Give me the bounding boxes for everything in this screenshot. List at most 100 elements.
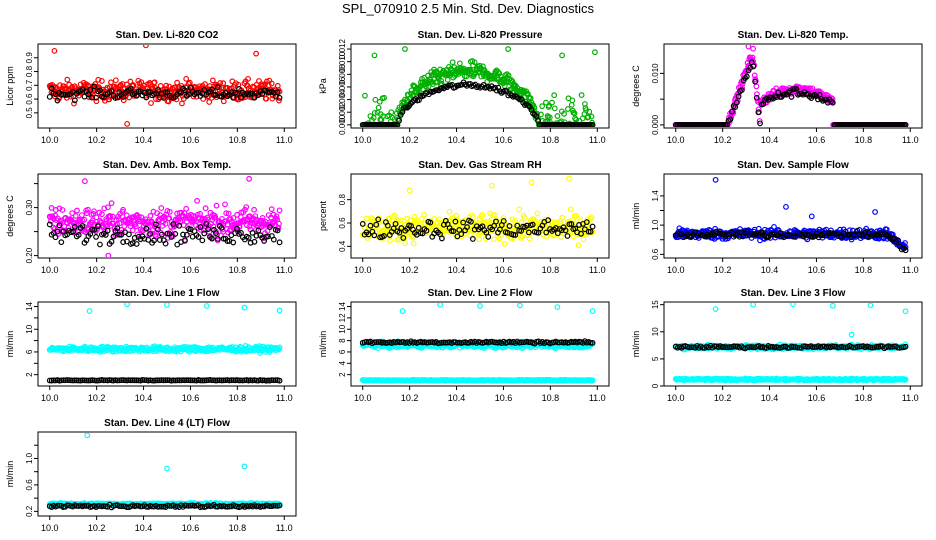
data-point	[209, 86, 215, 93]
data-point	[712, 176, 719, 183]
y-tick-label: 4	[338, 361, 347, 366]
data-point	[97, 87, 103, 94]
data-point	[220, 377, 227, 384]
data-point	[246, 175, 252, 182]
y-tick-label: 6	[338, 349, 347, 354]
data-point	[747, 64, 754, 71]
data-point	[554, 339, 561, 346]
data-point	[163, 82, 170, 89]
data-point	[108, 79, 114, 86]
data-point	[398, 217, 404, 224]
data-point	[505, 46, 512, 52]
chart-panel-3: Stan. Dev. Li-820 Temp.10.0 10.2 10.4 10.6 1…	[631, 30, 923, 145]
chart-title: Stan. Dev. Line 3 Flow	[741, 288, 846, 299]
data-point	[526, 235, 533, 242]
data-point	[59, 207, 66, 213]
data-point	[206, 99, 213, 105]
chart-title: Stan. Dev. Li-820 Pressure	[418, 30, 543, 41]
data-point	[116, 231, 123, 238]
data-point	[210, 223, 217, 230]
y-tick-label: 0.20	[25, 247, 34, 263]
data-point	[79, 223, 86, 229]
data-point	[160, 94, 167, 101]
data-point	[174, 377, 181, 384]
chart-title: Stan. Dev. Line 2 Flow	[428, 288, 533, 299]
x-tick-label: 10.2	[401, 265, 419, 275]
chart-title: Stan. Dev. Line 1 Flow	[115, 288, 220, 299]
data-point	[52, 234, 59, 241]
y-tick-label: 0.000	[338, 114, 347, 135]
data-point	[83, 377, 90, 384]
data-point	[97, 241, 103, 248]
data-point	[114, 225, 121, 232]
data-point	[460, 219, 467, 226]
data-point	[202, 205, 209, 212]
data-point	[729, 108, 735, 115]
data-point	[259, 215, 266, 221]
x-tick-label: 10.4	[135, 265, 153, 275]
x-tick-label: 10.0	[667, 393, 685, 403]
data-point	[452, 218, 459, 225]
data-point	[189, 377, 196, 384]
data-point	[589, 223, 596, 230]
data-point	[143, 94, 150, 101]
data-point	[573, 212, 580, 219]
data-point	[87, 86, 94, 93]
data-point	[500, 218, 507, 224]
data-point	[586, 108, 593, 115]
data-point	[74, 207, 80, 214]
data-point	[442, 339, 449, 346]
data-point	[456, 60, 463, 67]
data-point	[559, 52, 565, 59]
data-point	[75, 232, 82, 238]
x-tick-label: 10.8	[542, 135, 560, 145]
data-point	[203, 303, 210, 309]
data-point	[46, 377, 53, 384]
data-point	[375, 339, 382, 345]
x-tick-label: 10.8	[542, 265, 560, 275]
y-tick-label: 0.002	[338, 102, 347, 123]
data-point	[54, 97, 61, 104]
data-point	[108, 238, 115, 245]
data-point	[444, 76, 451, 83]
y-tick-label: 0.6	[338, 217, 347, 229]
points-group	[359, 46, 598, 127]
data-point	[578, 230, 584, 237]
y-tick-label: 0.004	[338, 89, 347, 110]
data-point	[249, 229, 256, 236]
data-point	[551, 105, 558, 112]
data-point	[267, 224, 273, 231]
data-point	[521, 214, 528, 221]
data-point	[806, 85, 813, 92]
data-point	[276, 220, 282, 227]
chart-panel-4: Stan. Dev. Amb. Box Temp.10.0 10.2 10.4 10.…	[5, 160, 297, 275]
plot-frame	[350, 43, 610, 129]
data-point	[124, 238, 130, 245]
data-point	[567, 229, 574, 236]
x-tick-label: 10.4	[761, 393, 779, 403]
x-tick-label: 10.8	[855, 265, 873, 275]
data-point	[375, 104, 382, 111]
data-point	[437, 303, 444, 308]
data-point	[738, 87, 745, 93]
data-point	[185, 91, 192, 98]
data-point	[554, 113, 561, 119]
data-point	[90, 210, 97, 217]
data-point	[236, 377, 242, 384]
x-tick-label: 10.6	[495, 393, 513, 403]
data-point	[421, 211, 427, 218]
data-point	[255, 227, 262, 234]
data-point	[587, 228, 594, 235]
data-point	[197, 377, 204, 384]
data-point	[396, 117, 403, 124]
x-tick-label: 10.0	[41, 135, 59, 145]
data-point	[46, 93, 53, 100]
data-point	[166, 208, 173, 215]
data-point	[471, 59, 478, 66]
data-point	[470, 214, 477, 221]
data-point	[206, 229, 213, 235]
data-point	[568, 221, 575, 227]
data-point	[564, 106, 571, 112]
data-point	[157, 83, 164, 89]
